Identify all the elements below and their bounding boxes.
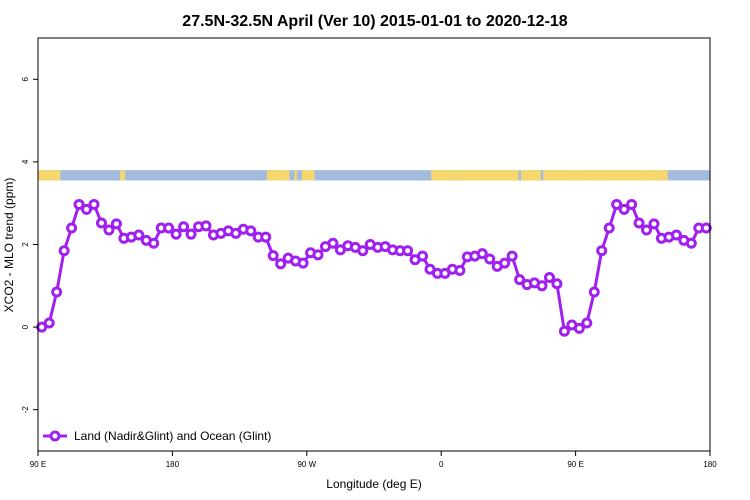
data-point <box>603 222 615 234</box>
data-point <box>626 198 638 210</box>
data-point <box>95 217 107 229</box>
data-point <box>402 245 414 257</box>
data-point <box>670 229 682 241</box>
data-point <box>163 222 175 234</box>
data-point <box>558 325 570 337</box>
data-point <box>327 237 339 249</box>
data-point <box>588 286 600 298</box>
land-band-segment <box>543 170 574 181</box>
data-point <box>133 229 145 241</box>
data-point <box>596 245 608 257</box>
land-band-segment <box>301 170 315 181</box>
x-axis: 90 E 180 90 W 0 90 E 180 <box>30 451 717 469</box>
data-point <box>200 220 212 232</box>
y-tick-label: -2 <box>21 406 30 414</box>
data-point <box>260 231 272 243</box>
land-band-segment <box>456 170 519 181</box>
data-point <box>476 248 488 260</box>
legend-marker-swatch <box>49 430 61 442</box>
surface-band <box>38 170 710 181</box>
land-band-segment <box>578 170 596 181</box>
data-point <box>73 198 85 210</box>
land-band-segment <box>266 170 282 181</box>
data-point <box>275 258 287 270</box>
ocean-band <box>38 170 710 181</box>
data-point <box>611 198 623 210</box>
y-tick-label: 4 <box>21 159 30 164</box>
data-point <box>499 257 511 269</box>
land-band-segment <box>642 170 661 181</box>
land-band-segment <box>573 170 579 181</box>
land-band-segment <box>520 170 541 181</box>
data-point <box>700 222 712 234</box>
land-band-segment <box>431 170 449 181</box>
data-point <box>43 317 55 329</box>
data-point <box>110 218 122 230</box>
data-point <box>103 224 115 236</box>
land-band-segment <box>660 170 668 181</box>
data-point <box>297 257 309 269</box>
land-band-segment <box>294 170 297 181</box>
data-point <box>506 250 518 262</box>
data-point <box>484 253 496 265</box>
data-point <box>536 280 548 292</box>
data-point <box>245 225 257 237</box>
data-point <box>454 265 466 277</box>
data-point <box>357 245 369 257</box>
x-axis-label: Longitude (deg E) <box>326 477 421 491</box>
chart-title: 27.5N-32.5N April (Ver 10) 2015-01-01 to… <box>182 13 568 30</box>
data-point <box>543 272 555 284</box>
data-point <box>178 221 190 233</box>
x-tick-label: 180 <box>166 460 180 469</box>
data-point <box>267 250 279 262</box>
land-band-segment <box>281 170 290 181</box>
y-axis: -2 0 2 4 6 <box>21 77 38 414</box>
legend-label: Land (Nadir&Glint) and Ocean (Glint) <box>74 429 271 443</box>
data-point <box>641 224 653 236</box>
x-tick-label: 180 <box>703 460 717 469</box>
data-point <box>170 228 182 240</box>
data-point <box>66 222 78 234</box>
y-tick-label: 6 <box>21 77 30 82</box>
x-tick-label: 90 E <box>567 460 583 469</box>
data-point <box>551 278 563 290</box>
land-band-segment <box>120 170 126 181</box>
land-band-segment <box>595 170 601 181</box>
data-point <box>633 217 645 229</box>
data-point <box>417 250 429 262</box>
data-point <box>685 237 697 249</box>
data-point <box>58 245 70 257</box>
x-tick-label: 0 <box>439 460 444 469</box>
data-point <box>185 228 197 240</box>
data-point <box>573 322 585 334</box>
y-tick-label: 2 <box>21 242 30 247</box>
data-point <box>618 203 630 215</box>
land-band-segment <box>600 170 643 181</box>
data-point <box>581 317 593 329</box>
y-axis-label: XCO2 - MLO trend (ppm) <box>2 178 16 313</box>
legend: Land (Nadir&Glint) and Ocean (Glint) <box>43 429 271 443</box>
data-point <box>312 249 324 261</box>
y-tick-label: 0 <box>21 324 30 329</box>
data-point <box>88 198 100 210</box>
data-point <box>81 203 93 215</box>
land-band-segment <box>38 170 61 181</box>
data-point <box>648 218 660 230</box>
x-tick-label: 90 E <box>30 460 46 469</box>
data-point <box>51 286 63 298</box>
land-band-segment <box>448 170 457 181</box>
x-tick-label: 90 W <box>297 460 316 469</box>
series-layer <box>36 198 712 337</box>
data-point <box>514 274 526 286</box>
data-point <box>148 237 160 249</box>
